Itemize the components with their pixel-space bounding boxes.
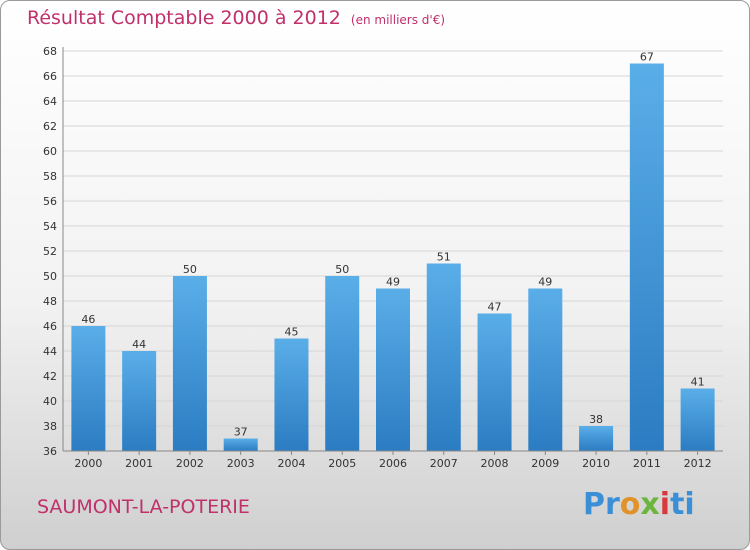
- y-tick-label: 48: [43, 295, 57, 308]
- y-tick-label: 62: [43, 120, 57, 133]
- y-tick-label: 46: [43, 320, 57, 333]
- x-axis-ticks: 2000 2001 2002 2003 2004 2005 2006 2007 2008 2009…: [74, 451, 712, 470]
- proxiti-logo: Proxiti: [583, 487, 695, 522]
- data-label: 47: [488, 301, 502, 314]
- bar: [477, 313, 512, 451]
- y-tick-label: 50: [43, 270, 57, 283]
- y-tick-label: 64: [43, 95, 57, 108]
- y-tick-label: 68: [43, 45, 57, 58]
- subtitle-text: (en milliers d'€): [350, 13, 446, 27]
- x-tick-label: 2006: [379, 457, 407, 470]
- x-tick-label: 2011: [633, 457, 661, 470]
- data-label: 46: [81, 313, 95, 326]
- x-tick-label: 2002: [176, 457, 204, 470]
- bar: [223, 438, 258, 451]
- data-label: 44: [132, 338, 146, 351]
- y-tick-label: 40: [43, 395, 57, 408]
- y-tick-label: 42: [43, 370, 57, 383]
- bar: [528, 288, 563, 451]
- bar: [376, 288, 410, 451]
- x-tick-label: 2007: [430, 457, 458, 470]
- y-tick-label: 54: [43, 220, 57, 233]
- bar: [71, 326, 106, 451]
- bar: [274, 338, 309, 451]
- y-tick-label: 36: [43, 445, 57, 458]
- x-tick-label: 2005: [328, 457, 356, 470]
- data-label: 51: [437, 251, 451, 264]
- commune-name: SAUMONT-LA-POTERIE: [37, 496, 250, 518]
- data-label: 37: [234, 426, 248, 439]
- x-tick-label: 2009: [531, 457, 559, 470]
- y-tick-label: 44: [43, 345, 57, 358]
- bar: [426, 263, 461, 451]
- bar: [629, 63, 664, 451]
- bar: [325, 276, 360, 451]
- data-label: 49: [386, 276, 400, 289]
- bar: [579, 426, 614, 451]
- data-label: 38: [589, 413, 603, 426]
- y-tick-label: 56: [43, 195, 57, 208]
- data-label: 50: [183, 263, 197, 276]
- y-tick-label: 38: [43, 420, 57, 433]
- x-tick-label: 2012: [684, 457, 712, 470]
- x-tick-label: 2010: [582, 457, 610, 470]
- y-tick-label: 52: [43, 245, 57, 258]
- chart-title: Résultat Comptable 2000 à 2012 (en millie…: [27, 7, 445, 29]
- x-tick-label: 2004: [277, 457, 305, 470]
- bar: [122, 351, 157, 451]
- x-tick-label: 2000: [74, 457, 102, 470]
- x-tick-label: 2003: [227, 457, 255, 470]
- data-label: 49: [538, 276, 552, 289]
- title-text: Résultat Comptable 2000 à 2012: [27, 7, 341, 29]
- y-axis-ticks: 36 38 40 42 44 46 48 50 52 54 56 58 60 62 64 66 68: [43, 45, 57, 458]
- axes: [62, 47, 723, 452]
- data-label: 45: [284, 326, 298, 339]
- y-tick-label: 58: [43, 170, 57, 183]
- y-tick-label: 60: [43, 145, 57, 158]
- bar: [680, 388, 715, 451]
- bar: [172, 276, 207, 451]
- x-tick-label: 2008: [481, 457, 509, 470]
- data-label: 50: [335, 263, 349, 276]
- bars: 46 44 50 37 45 50 49 51 47 49 38 67 41: [71, 51, 715, 451]
- data-label: 67: [640, 51, 654, 64]
- data-label: 41: [691, 376, 705, 389]
- y-tick-label: 66: [43, 70, 57, 83]
- x-tick-label: 2001: [125, 457, 153, 470]
